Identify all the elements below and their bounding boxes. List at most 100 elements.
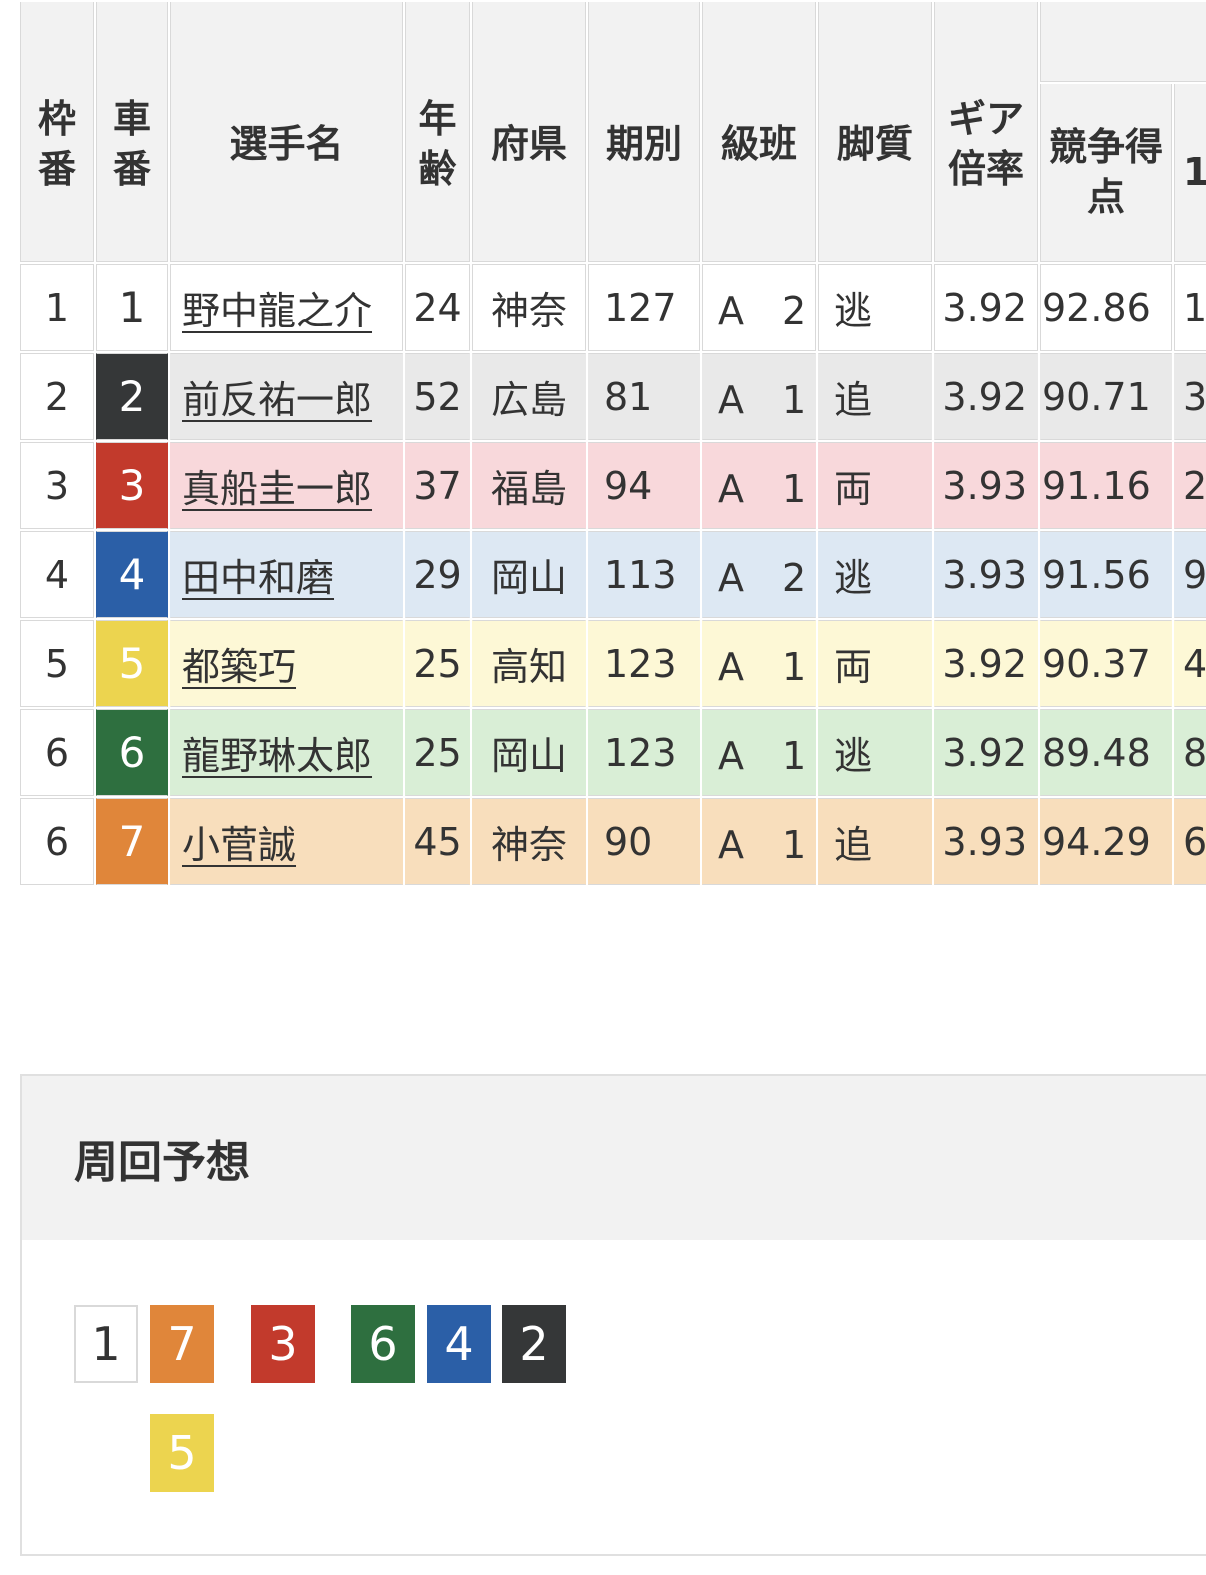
rider-class: A 1 — [702, 709, 816, 796]
header-points: 競争得点 — [1040, 84, 1172, 262]
table-header-group-row: 枠番 車番 選手名 年齢 府県 期別 級班 脚質 ギア倍率 — [20, 2, 1206, 262]
rider-age: 45 — [405, 798, 470, 885]
rider-prefecture: 福島 — [472, 442, 586, 529]
rider-points: 92.86 — [1040, 264, 1172, 351]
rider-last-col-value: 1 — [1174, 264, 1206, 351]
prediction-car-badge-4: 4 — [427, 1305, 491, 1383]
car-number-badge: 5 — [96, 620, 168, 707]
header-last-col: 1 — [1174, 84, 1206, 262]
rider-style: 両 — [818, 620, 932, 707]
header-results-group — [1040, 2, 1206, 82]
rider-points: 91.16 — [1040, 442, 1172, 529]
rider-last-col-value: 4 — [1174, 620, 1206, 707]
rider-class: A 2 — [702, 264, 816, 351]
lap-prediction-panel: 周回予想 1 7 3 6 4 2 5 — [20, 1074, 1206, 1556]
rider-kibetsu: 81 — [588, 353, 700, 440]
rider-age: 25 — [405, 620, 470, 707]
prediction-car-badge-2: 2 — [502, 1305, 566, 1383]
rider-style: 追 — [818, 353, 932, 440]
rider-class: A 2 — [702, 531, 816, 618]
waku-number: 1 — [20, 264, 94, 351]
header-age: 年齢 — [405, 2, 470, 262]
rider-kibetsu: 123 — [588, 620, 700, 707]
rider-style: 追 — [818, 798, 932, 885]
waku-number: 2 — [20, 353, 94, 440]
rider-last-col-value: 8 — [1174, 709, 1206, 796]
table-row: 2 2 前反祐一郎 52 広島 81 A 1 追 3.92 90.71 3 — [20, 353, 1206, 440]
rider-class: A 1 — [702, 442, 816, 529]
rider-prefecture: 神奈 — [472, 264, 586, 351]
rider-last-col-value: 9 — [1174, 531, 1206, 618]
rider-kibetsu: 90 — [588, 798, 700, 885]
table-row: 6 6 龍野琳太郎 25 岡山 123 A 1 逃 3.92 89.48 8 — [20, 709, 1206, 796]
rider-gear-ratio: 3.92 — [934, 709, 1038, 796]
rider-name-link[interactable]: 前反祐一郎 — [182, 378, 373, 422]
rider-gear-ratio: 3.93 — [934, 531, 1038, 618]
header-kyuhan: 級班 — [702, 2, 816, 262]
lap-prediction-header: 周回予想 — [22, 1076, 1206, 1240]
rider-name-link[interactable]: 都築巧 — [182, 645, 297, 689]
table-row: 4 4 田中和磨 29 岡山 113 A 2 逃 3.93 91.56 9 — [20, 531, 1206, 618]
car-number-badge: 2 — [96, 353, 168, 440]
rider-style: 逃 — [818, 264, 932, 351]
rider-style: 逃 — [818, 531, 932, 618]
header-kyaku: 脚質 — [818, 2, 932, 262]
car-number-badge: 3 — [96, 442, 168, 529]
rider-age: 24 — [405, 264, 470, 351]
table-row: 6 7 小菅誠 45 神奈 90 A 1 追 3.93 94.29 6 — [20, 798, 1206, 885]
prediction-car-badge-3: 3 — [251, 1305, 315, 1383]
rider-points: 89.48 — [1040, 709, 1172, 796]
table-row: 5 5 都築巧 25 高知 123 A 1 両 3.92 90.37 4 — [20, 620, 1206, 707]
table-row: 3 3 真船圭一郎 37 福島 94 A 1 両 3.93 91.16 2 — [20, 442, 1206, 529]
rider-style: 両 — [818, 442, 932, 529]
header-kibetsu: 期別 — [588, 2, 700, 262]
rider-gear-ratio: 3.92 — [934, 620, 1038, 707]
prediction-line-2: 5 — [22, 1414, 1206, 1492]
car-number-badge: 4 — [96, 531, 168, 618]
car-number-badge: 6 — [96, 709, 168, 796]
prediction-line-1: 1 7 3 6 4 2 — [22, 1305, 1206, 1383]
header-name: 選手名 — [170, 2, 403, 262]
rider-age: 52 — [405, 353, 470, 440]
rider-age: 25 — [405, 709, 470, 796]
rider-kibetsu: 94 — [588, 442, 700, 529]
rider-prefecture: 広島 — [472, 353, 586, 440]
rider-prefecture: 岡山 — [472, 709, 586, 796]
rider-last-col-value: 6 — [1174, 798, 1206, 885]
waku-number: 6 — [20, 798, 94, 885]
prediction-car-badge-7: 7 — [150, 1305, 214, 1383]
waku-number: 3 — [20, 442, 94, 529]
rider-gear-ratio: 3.93 — [934, 442, 1038, 529]
prediction-car-badge-1: 1 — [74, 1305, 138, 1383]
rider-prefecture: 高知 — [472, 620, 586, 707]
rider-name-link[interactable]: 真船圭一郎 — [182, 467, 373, 511]
rider-points: 90.37 — [1040, 620, 1172, 707]
rider-class: A 1 — [702, 798, 816, 885]
lap-prediction-title: 周回予想 — [74, 1137, 250, 1188]
rider-style: 逃 — [818, 709, 932, 796]
rider-gear-ratio: 3.92 — [934, 264, 1038, 351]
car-number-badge: 7 — [96, 798, 168, 885]
lap-prediction-body: 1 7 3 6 4 2 5 — [22, 1240, 1206, 1492]
race-entry-table: 枠番 車番 選手名 年齢 府県 期別 級班 脚質 ギア倍率 競争得点 1 1 1… — [18, 0, 1206, 887]
rider-gear-ratio: 3.92 — [934, 353, 1038, 440]
rider-points: 91.56 — [1040, 531, 1172, 618]
table-header-sub-row: 競争得点 1 — [20, 84, 1206, 262]
rider-last-col-value: 3 — [1174, 353, 1206, 440]
car-number-badge: 1 — [96, 264, 168, 351]
rider-prefecture: 岡山 — [472, 531, 586, 618]
waku-number: 5 — [20, 620, 94, 707]
waku-number: 6 — [20, 709, 94, 796]
rider-class: A 1 — [702, 620, 816, 707]
rider-name-link[interactable]: 野中龍之介 — [182, 289, 373, 333]
rider-last-col-value: 2 — [1174, 442, 1206, 529]
prediction-car-badge-6: 6 — [351, 1305, 415, 1383]
waku-number: 4 — [20, 531, 94, 618]
rider-name-link[interactable]: 田中和磨 — [182, 556, 335, 600]
rider-kibetsu: 123 — [588, 709, 700, 796]
rider-points: 90.71 — [1040, 353, 1172, 440]
rider-name-link[interactable]: 龍野琳太郎 — [182, 734, 373, 778]
header-waku: 枠番 — [20, 2, 94, 262]
header-car: 車番 — [96, 2, 168, 262]
rider-name-link[interactable]: 小菅誠 — [182, 823, 297, 867]
